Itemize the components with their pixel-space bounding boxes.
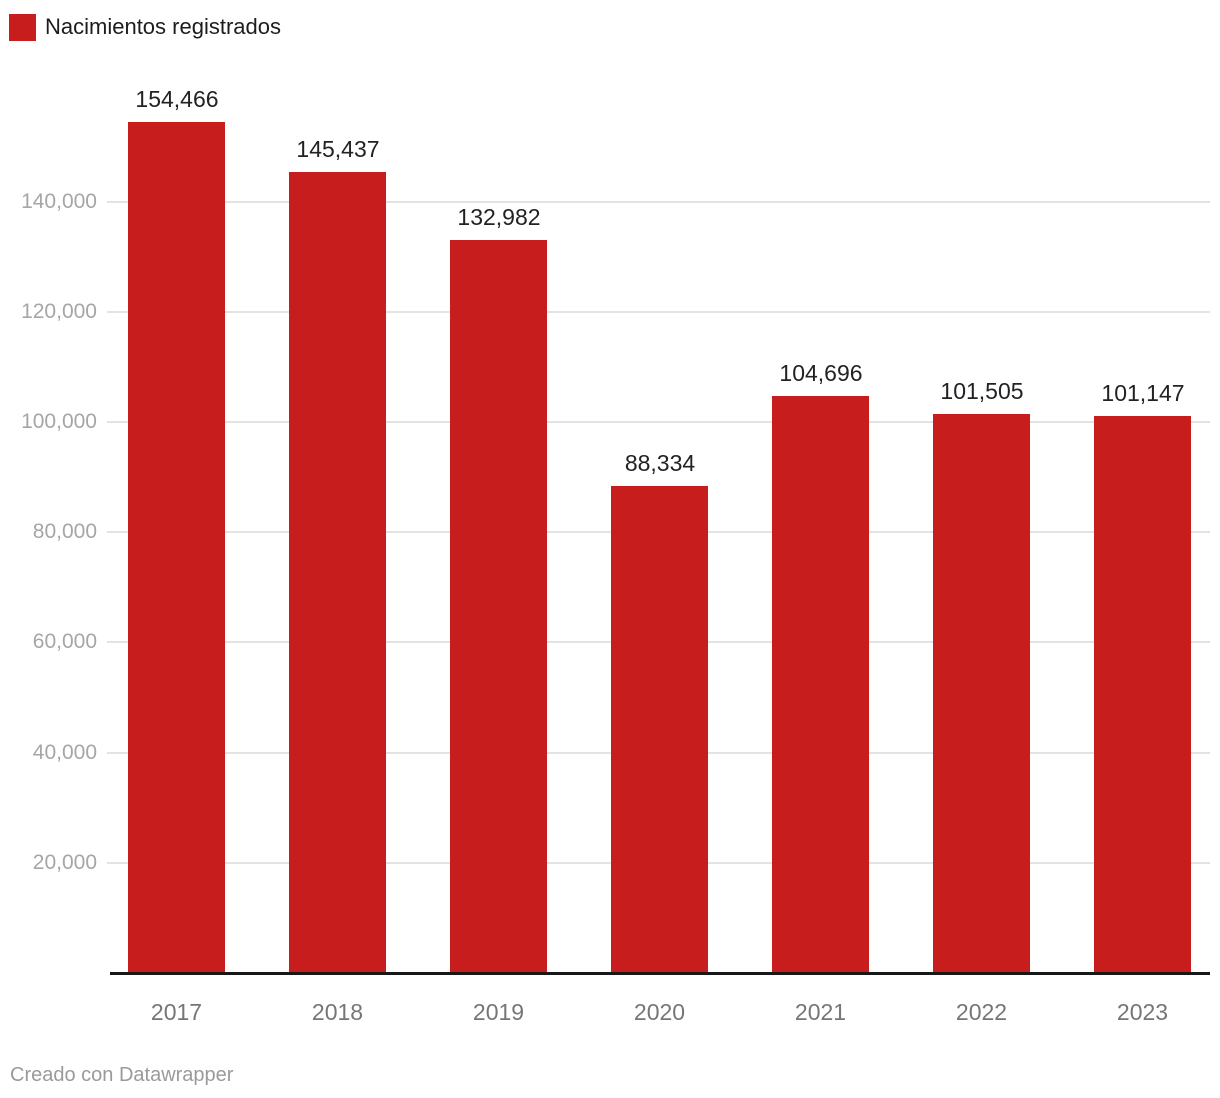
bar-value-label-2021: 104,696 (779, 360, 863, 386)
bar-2021 (772, 396, 869, 973)
x-axis-baseline (110, 972, 1210, 975)
x-axis-tick-label-2018: 2018 (311, 999, 364, 1025)
x-axis-tick-label-2017: 2017 (150, 999, 203, 1025)
y-axis-tick-label: 60,000 (32, 630, 97, 653)
y-axis-tick-label: 120,000 (21, 300, 97, 323)
gridline-y-120000 (107, 311, 1210, 313)
bar-2018 (289, 172, 386, 973)
x-axis-tick-label-2022: 2022 (955, 999, 1008, 1025)
x-axis-tick-label-2020: 2020 (633, 999, 686, 1025)
gridline-y-140000 (107, 201, 1210, 203)
gridline-y-100000 (107, 421, 1210, 423)
y-axis-tick-label: 80,000 (32, 520, 97, 543)
datawrapper-credit-link[interactable]: Creado con Datawrapper (10, 1064, 234, 1086)
bar-value-label-2022: 101,505 (940, 378, 1024, 404)
bar-2019 (450, 240, 547, 973)
bar-2022 (933, 414, 1030, 973)
legend-label: Nacimientos registrados (45, 14, 281, 39)
y-axis-tick-label: 40,000 (32, 741, 97, 764)
bar-value-label-2023: 101,147 (1101, 380, 1185, 406)
bar-2017 (128, 122, 225, 973)
y-axis-tick-label: 100,000 (21, 410, 97, 433)
legend: Nacimientos registrados (9, 13, 281, 41)
y-axis-tick-label: 20,000 (32, 851, 97, 874)
legend-swatch-icon (9, 13, 36, 41)
bar-value-label-2020: 88,334 (624, 450, 696, 476)
x-axis-tick-label-2019: 2019 (472, 999, 525, 1025)
y-axis-tick-label: 140,000 (21, 190, 97, 213)
bar-value-label-2018: 145,437 (296, 136, 380, 162)
bar-2020 (611, 486, 708, 973)
x-axis-tick-label-2023: 2023 (1116, 999, 1169, 1025)
bar-value-label-2017: 154,466 (135, 86, 219, 112)
x-axis-tick-label-2021: 2021 (794, 999, 847, 1025)
bar-value-label-2019: 132,982 (457, 204, 541, 230)
bar-2023 (1094, 416, 1191, 973)
